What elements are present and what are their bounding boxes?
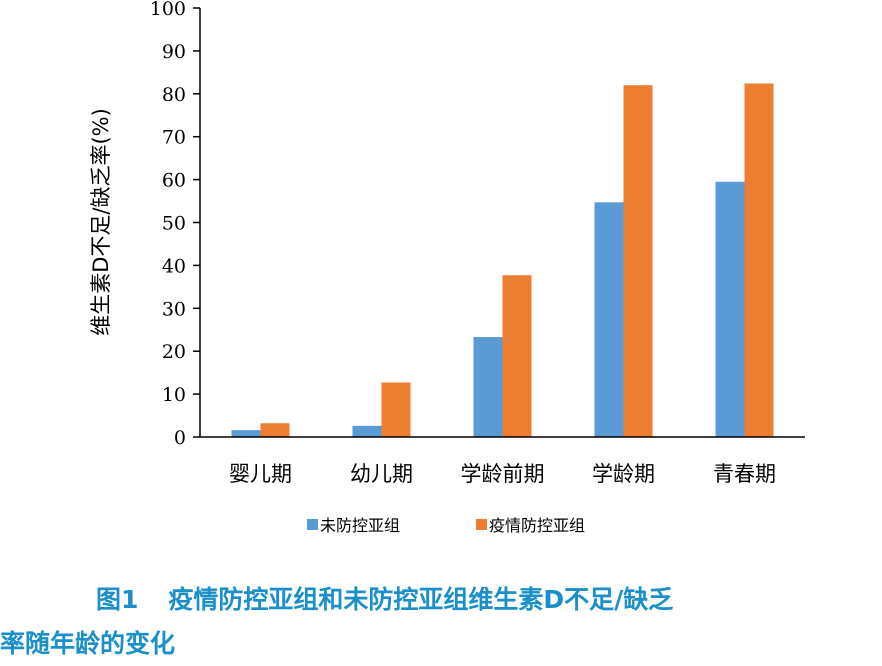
caption-line-1: 疫情防控亚组和未防控亚组维生素D不足/缺乏 xyxy=(168,585,674,614)
legend-label: 未防控亚组 xyxy=(320,516,400,535)
x-tick-label: 婴儿期 xyxy=(229,462,292,486)
y-tick-label: 70 xyxy=(162,127,186,149)
y-axis-label: 维生素D不足/缺乏率(%) xyxy=(89,108,113,336)
x-tick-label: 青春期 xyxy=(713,462,776,486)
y-tick-label: 100 xyxy=(150,0,186,20)
bar-series2 xyxy=(744,83,774,437)
y-axis-ticks: 0 10 20 30 40 50 60 70 80 90 100 xyxy=(150,0,200,449)
legend-label: 疫情防控亚组 xyxy=(489,516,585,535)
bar-series2 xyxy=(381,382,411,437)
x-axis-labels: 婴儿期 幼儿期 学龄前期 学龄期 青春期 xyxy=(229,462,776,486)
y-tick-label: 60 xyxy=(162,170,186,192)
y-tick-label: 80 xyxy=(162,84,186,106)
legend-swatch xyxy=(476,519,487,530)
bar-series2 xyxy=(623,85,653,437)
x-tick-label: 学龄期 xyxy=(592,462,655,486)
y-tick-label: 90 xyxy=(162,41,186,63)
y-tick-label: 10 xyxy=(162,384,186,406)
y-tick-label: 20 xyxy=(162,341,186,363)
figure-label: 图1 xyxy=(96,585,139,614)
bar-series1 xyxy=(231,430,261,437)
y-tick-label: 30 xyxy=(162,298,186,320)
legend-swatch xyxy=(307,519,318,530)
y-tick-label: 0 xyxy=(174,427,186,449)
x-tick-label: 幼儿期 xyxy=(350,462,413,486)
bar-series1 xyxy=(715,181,745,437)
caption-line-2: 率随年龄的变化 xyxy=(0,629,176,658)
x-tick-label: 学龄前期 xyxy=(461,462,545,486)
bar-series1 xyxy=(594,202,624,437)
bars xyxy=(231,83,774,437)
bar-series2 xyxy=(260,423,290,437)
legend: 未防控亚组 疫情防控亚组 xyxy=(307,516,585,535)
bar-series1 xyxy=(473,337,503,437)
figure-caption: 图1 疫情防控亚组和未防控亚组维生素D不足/缺乏 率随年龄的变化 xyxy=(0,578,882,666)
y-tick-label: 50 xyxy=(162,213,186,235)
bar-series2 xyxy=(502,275,532,437)
bar-series1 xyxy=(352,425,382,437)
y-tick-label: 40 xyxy=(162,255,186,277)
